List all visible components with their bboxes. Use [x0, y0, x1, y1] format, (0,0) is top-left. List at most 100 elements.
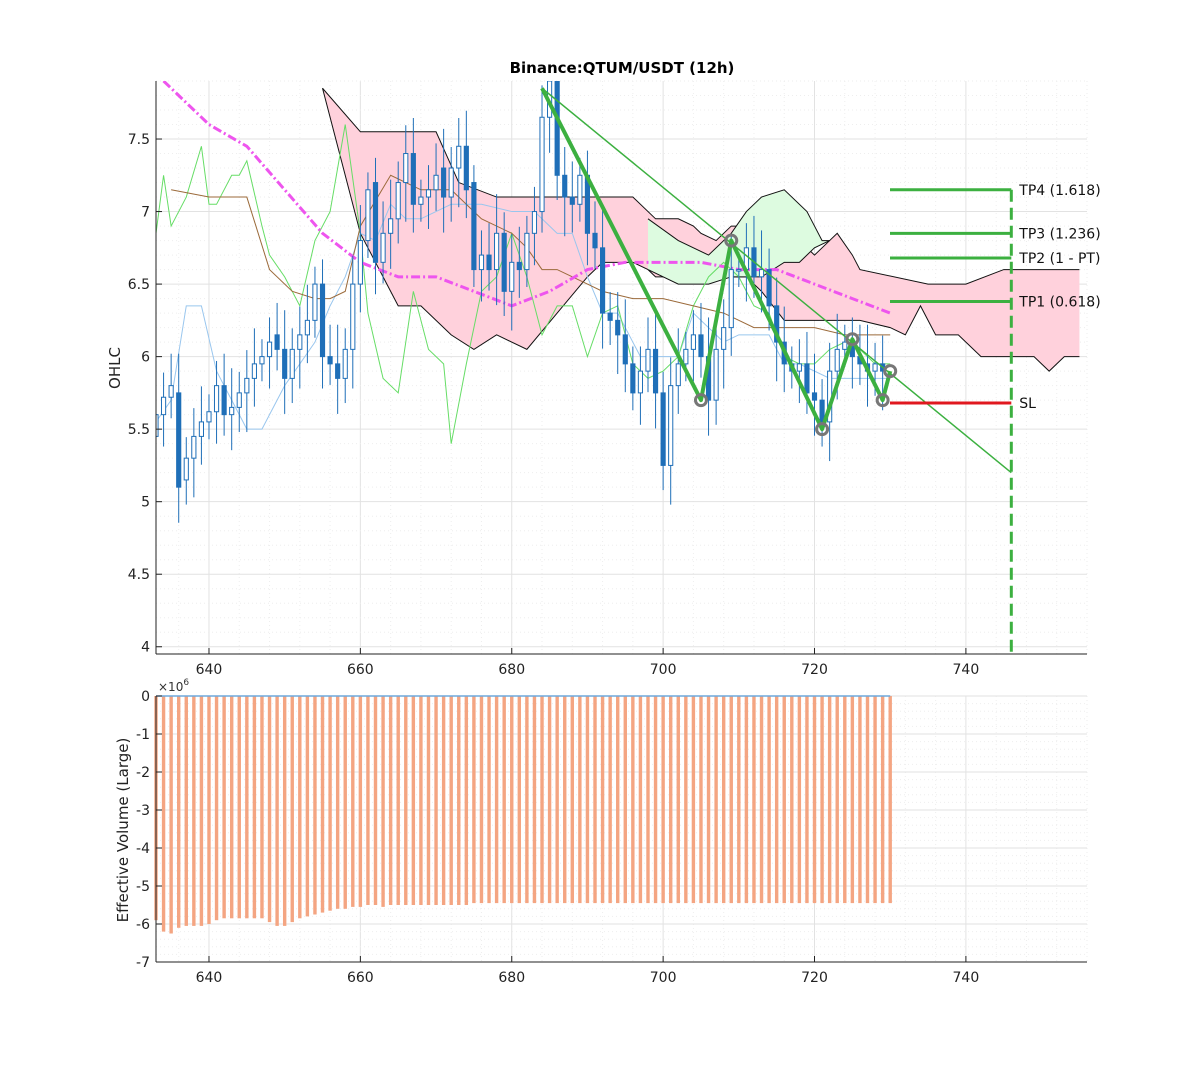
volume-bar	[585, 696, 590, 904]
pattern-pivot-marker	[815, 422, 830, 437]
volume-bar	[827, 696, 832, 904]
candle-body-up	[206, 411, 212, 423]
y-tick-label: -5	[136, 879, 150, 895]
candle	[342, 328, 348, 404]
candle	[630, 346, 636, 411]
volume-bar	[222, 696, 226, 919]
volume-bar	[880, 696, 885, 904]
volume-bar	[782, 696, 786, 904]
x-tick-label: 640	[196, 662, 223, 678]
volume-bar	[199, 696, 204, 926]
volume-bar	[623, 696, 627, 904]
volume-bar	[313, 696, 317, 915]
x-tick-label: 740	[953, 662, 980, 678]
candle	[327, 324, 333, 385]
take-profit-label: TP1 (0.618)	[1018, 294, 1100, 310]
y-tick-label: -2	[136, 765, 150, 781]
candle-body-down	[804, 363, 810, 394]
candle	[350, 255, 356, 389]
volume-bar	[245, 696, 249, 919]
candle	[796, 339, 802, 404]
candle-body-down	[607, 312, 613, 321]
volume-bar	[328, 696, 332, 911]
candle	[774, 277, 780, 382]
candle-body-up	[690, 334, 696, 350]
candle-body-up	[160, 396, 167, 416]
candle	[198, 386, 204, 465]
price-axes: 640 660 680 700 720 740 4 4.5 5 5.5 6 6.5 7 7.5	[128, 81, 1087, 678]
candle	[433, 143, 439, 211]
candle-body-up	[494, 232, 500, 271]
pattern-pivot-marker	[693, 393, 708, 408]
take-profit-label: TP3 (1.236)	[1018, 226, 1100, 242]
volume-bar	[616, 696, 620, 904]
candle-body-down	[516, 261, 522, 271]
candle	[221, 353, 227, 436]
exponent-power: 6	[183, 678, 189, 688]
candle-body-up	[834, 348, 840, 372]
volume-bar	[275, 696, 279, 926]
cloud-bear-upper-line	[322, 87, 1080, 285]
volume-bar	[858, 696, 862, 904]
volume-bar	[214, 696, 219, 921]
candle-body-up	[191, 435, 197, 459]
volume-grid	[156, 695, 1088, 963]
volume-bar	[888, 696, 892, 904]
x-tick-label: 720	[801, 662, 828, 678]
candle	[554, 81, 560, 200]
candle-body-up	[289, 348, 295, 379]
y-tick-label: -1	[136, 727, 150, 743]
candle-body-up	[304, 319, 310, 336]
x-tick-label: 660	[347, 970, 374, 986]
candle	[395, 161, 401, 244]
candle-body-up	[388, 218, 394, 234]
candle-body-up	[637, 370, 644, 394]
candle-body-up	[266, 341, 273, 358]
candle-body-up	[357, 240, 363, 285]
candle	[645, 317, 651, 393]
y-tick-label: 7.5	[128, 132, 150, 148]
volume-bar	[229, 696, 234, 919]
volume-bar	[419, 696, 423, 905]
volume-bar	[343, 696, 347, 909]
volume-bar	[721, 696, 726, 904]
volume-bar	[517, 696, 522, 904]
candle-body-up	[350, 283, 356, 350]
candle-body-up	[842, 341, 848, 350]
candle-body-up	[456, 145, 462, 169]
candle-body-down	[176, 392, 182, 488]
plot-area	[156, 696, 1087, 962]
candle	[410, 117, 416, 233]
candle	[319, 259, 326, 389]
candle-body-down	[486, 254, 492, 271]
volume-bar	[207, 696, 211, 924]
volume-bar	[184, 696, 188, 926]
x-tick-label: 680	[498, 662, 525, 678]
candle-body-up	[668, 385, 674, 466]
volume-bar	[169, 696, 173, 934]
candle	[599, 208, 606, 349]
volume-bar	[563, 696, 567, 904]
pattern-trendline	[541, 87, 1012, 474]
candle	[282, 310, 288, 414]
candle	[244, 350, 250, 433]
candle	[494, 194, 500, 306]
volume-bar	[479, 696, 484, 904]
candle-body-down	[410, 153, 416, 205]
target-levels: TP4 (1.618) TP3 (1.236) TP2 (1 - PT) TP1 (0…	[890, 183, 1101, 654]
volume-bar	[540, 696, 544, 904]
volume-bar	[820, 696, 824, 904]
candle	[191, 408, 197, 498]
plot-area	[156, 81, 1087, 654]
volume-bar	[646, 696, 650, 904]
volume-bar	[192, 696, 196, 926]
candle-body-up	[872, 363, 878, 372]
candle-body-up	[403, 153, 409, 184]
y-tick-label: 6.5	[128, 277, 150, 293]
candle-body-up	[168, 385, 174, 398]
candle	[622, 299, 628, 393]
y-tick-label: 0	[141, 689, 150, 705]
volume-bar	[600, 696, 605, 904]
candle	[637, 346, 644, 425]
volume-bar	[290, 696, 294, 923]
